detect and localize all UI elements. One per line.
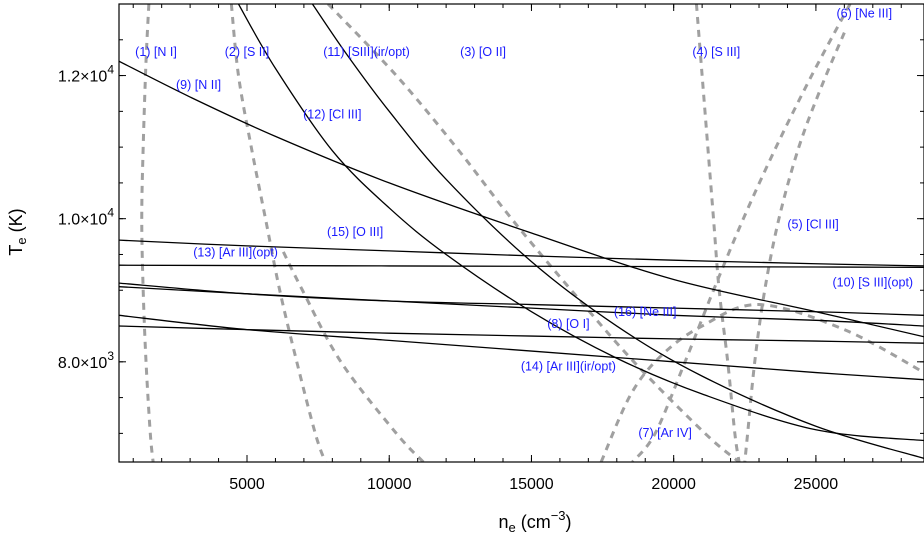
line-labels: (1) [N I] (2) [S II] (11) [SIII](ir/opt) (3… bbox=[135, 7, 913, 440]
x-tick-label: 20000 bbox=[651, 476, 696, 493]
curve-label-15-o-iii: (15) [O III] bbox=[327, 225, 383, 239]
x-axis-label: ne (cm−3) bbox=[498, 508, 571, 535]
curve-label-12-cl-iii: (12) [Cl III] bbox=[303, 108, 361, 122]
density-curve-5-cl-iii-4 bbox=[743, 32, 846, 462]
temperature-curve-13-ar-iii-opt bbox=[119, 264, 924, 268]
temperature-curve-12-cl-iii bbox=[237, 4, 924, 442]
density-curve-6-ne-iii-5 bbox=[631, 4, 852, 462]
y-axis-label: Te (K) bbox=[6, 208, 29, 255]
curve-label-13-ar-iii-opt: (13) [Ar III](opt) bbox=[193, 246, 278, 260]
curve-label-11-siii-ir-opt: (11) [SIII](ir/opt) bbox=[323, 45, 410, 59]
y-axis: 8.0×103 1.0×104 1.2×104 bbox=[58, 3, 924, 434]
curve-label-7-ar-iv: (7) [Ar IV] bbox=[638, 426, 691, 440]
x-tick-label: 10000 bbox=[367, 476, 412, 493]
y-tick-label: 1.0×104 bbox=[58, 206, 114, 229]
temperature-curve-11-siii-ir-opt bbox=[311, 4, 924, 460]
temperature-curve-16-ne-iii bbox=[119, 282, 924, 316]
plot-area bbox=[119, 4, 924, 462]
density-curve-3-o-ii-2 bbox=[326, 4, 741, 462]
curve-label-10-s-iii-opt: (10) [S III](opt) bbox=[833, 276, 914, 290]
curve-label-16-ne-iii: (16) [Ne III] bbox=[614, 305, 677, 319]
y-tick-label: 1.2×104 bbox=[58, 63, 114, 86]
x-axis: 5000 10000 15000 20000 25000 bbox=[132, 4, 902, 493]
curve-label-14-ar-iii-ir-opt: (14) [Ar III](ir/opt) bbox=[521, 359, 616, 373]
plot-frame bbox=[118, 3, 924, 463]
density-curve-7-ar-iv-7 bbox=[599, 303, 924, 462]
curve-label-3-o-ii: (3) [O II] bbox=[460, 45, 506, 59]
x-tick-label: 15000 bbox=[509, 476, 554, 493]
temperature-curve-15-o-iii bbox=[119, 239, 924, 267]
density-curve-1-n-i-0 bbox=[140, 4, 155, 462]
curve-label-5-cl-iii: (5) [Cl III] bbox=[787, 218, 838, 232]
curve-label-4-s-iii: (4) [S III] bbox=[692, 45, 740, 59]
y-tick-label: 8.0×103 bbox=[58, 349, 114, 372]
curve-label-2-s-ii: (2) [S II] bbox=[225, 45, 269, 59]
temperature-curve-9-n-ii bbox=[119, 60, 924, 338]
curve-label-6-ne-iii: (6) [Ne III] bbox=[837, 7, 893, 21]
curve-label-1-n-i: (1) [N I] bbox=[135, 45, 177, 59]
density-curve-4-s-iii-3 bbox=[694, 4, 741, 462]
curve-label-9-n-ii: (9) [N II] bbox=[176, 78, 221, 92]
density-curve-7-ar-iv-6 bbox=[279, 246, 425, 462]
x-tick-label: 5000 bbox=[229, 476, 265, 493]
temperature-curve-14-ar-iii-ir-opt bbox=[119, 314, 924, 381]
x-tick-label: 25000 bbox=[794, 476, 839, 493]
density-curve-2-s-ii-1 bbox=[229, 4, 327, 462]
curve-label-8-o-i: (8) [O I] bbox=[547, 317, 589, 331]
